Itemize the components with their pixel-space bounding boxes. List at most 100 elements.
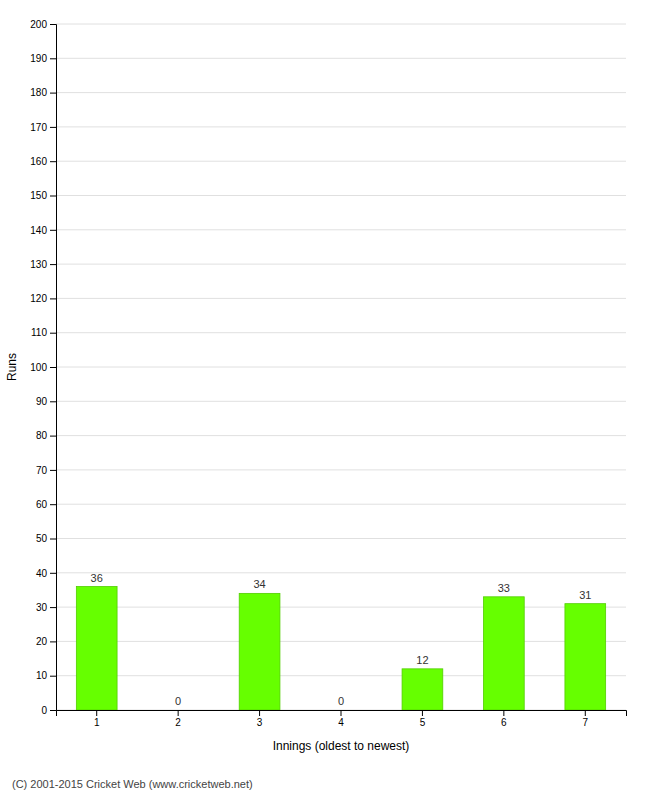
data-label: 31 [579, 589, 591, 601]
grid-line [56, 572, 626, 573]
tick-label: 50 [36, 533, 48, 544]
tick: 110 [31, 327, 56, 338]
tick-label: 1 [94, 717, 100, 728]
tick-label: 160 [30, 156, 47, 167]
tick-mark [50, 196, 56, 197]
tick-label: 6 [501, 717, 507, 728]
tick-mark [50, 127, 56, 128]
tick-label: 90 [36, 396, 48, 407]
grid-line [56, 264, 626, 265]
tick: 5 [420, 710, 426, 728]
y-axis: 0102030405060708090100110120130140150160… [30, 19, 56, 716]
tick: 160 [30, 156, 56, 167]
grid-line [56, 332, 626, 333]
tick-label: 4 [338, 717, 344, 728]
data-label: 0 [338, 695, 344, 707]
tick-label: 70 [36, 465, 48, 476]
bar [565, 604, 606, 710]
tick-mark [50, 607, 56, 608]
tick-mark [50, 93, 56, 94]
bar [484, 597, 525, 710]
tick-mark [50, 230, 56, 231]
tick-mark [50, 58, 56, 59]
tick-label: 120 [30, 293, 47, 304]
tick-label: 130 [30, 259, 47, 270]
tick-label: 5 [420, 717, 426, 728]
tick-label: 0 [41, 705, 47, 716]
tick: 50 [36, 533, 56, 544]
tick-label: 60 [36, 499, 48, 510]
x-axis-title: Innings (oldest to newest) [273, 739, 410, 753]
tick-label: 170 [30, 122, 47, 133]
grid-line [56, 504, 626, 505]
tick: 90 [36, 396, 56, 407]
grid-line [56, 641, 626, 642]
tick-label: 80 [36, 430, 48, 441]
tick: 180 [30, 87, 56, 98]
bar [76, 587, 117, 710]
tick: 130 [30, 259, 56, 270]
tick: 0 [41, 705, 56, 716]
grid-line [56, 469, 626, 470]
chart-container: 0102030405060708090100110120130140150160… [0, 0, 650, 800]
data-label: 34 [253, 578, 265, 590]
grid-line [56, 367, 626, 368]
tick-mark [50, 641, 56, 642]
tick-label: 20 [36, 636, 48, 647]
grid-line [56, 435, 626, 436]
tick: 170 [30, 122, 56, 133]
tick: 4 [338, 710, 344, 728]
grid-line [56, 298, 626, 299]
tick-label: 200 [30, 19, 47, 30]
grid-line [56, 161, 626, 162]
tick: 40 [36, 568, 56, 579]
grid-line [56, 24, 626, 25]
axis-line [57, 711, 627, 717]
tick-mark [50, 676, 56, 677]
tick-label: 30 [36, 602, 48, 613]
bar [321, 710, 362, 711]
data-labels: 36 0 34 0 12 33 31 [91, 572, 592, 707]
tick-label: 2 [175, 717, 181, 728]
tick-label: 110 [31, 327, 47, 338]
grid-line [56, 92, 626, 93]
data-label: 12 [416, 654, 428, 666]
bar [239, 593, 280, 710]
data-label: 36 [91, 572, 103, 584]
grid-line [56, 607, 626, 608]
grid-line [56, 58, 626, 59]
tick-mark [50, 161, 56, 162]
tick: 190 [30, 53, 56, 64]
y-axis-title: Runs [5, 353, 19, 381]
tick-mark [341, 710, 342, 716]
tick-mark [50, 298, 56, 299]
tick-label: 3 [257, 717, 263, 728]
plot: 0102030405060708090100110120130140150160… [5, 19, 627, 753]
grid-line [56, 401, 626, 402]
tick: 3 [257, 710, 263, 728]
bar [158, 710, 199, 711]
chart-svg: 0102030405060708090100110120130140150160… [0, 0, 650, 800]
tick-mark [585, 710, 586, 716]
tick-label: 190 [30, 53, 47, 64]
tick-mark [50, 710, 56, 711]
data-label: 33 [498, 582, 510, 594]
tick: 80 [36, 430, 56, 441]
tick-label: 180 [30, 87, 47, 98]
data-label: 0 [175, 695, 181, 707]
footer: (C) 2001-2015 Cricket Web (www.cricketwe… [12, 778, 253, 790]
grid-line [56, 229, 626, 230]
tick: 140 [30, 225, 56, 236]
tick-label: 150 [30, 190, 47, 201]
tick-mark [50, 539, 56, 540]
tick: 6 [501, 710, 507, 728]
tick: 10 [36, 670, 56, 681]
tick-mark [50, 264, 56, 265]
tick-mark [422, 710, 423, 716]
tick-mark [50, 436, 56, 437]
bar [402, 669, 443, 710]
grid-line [56, 538, 626, 539]
tick-mark [503, 710, 504, 716]
tick: 200 [30, 19, 56, 30]
tick-mark [50, 333, 56, 334]
